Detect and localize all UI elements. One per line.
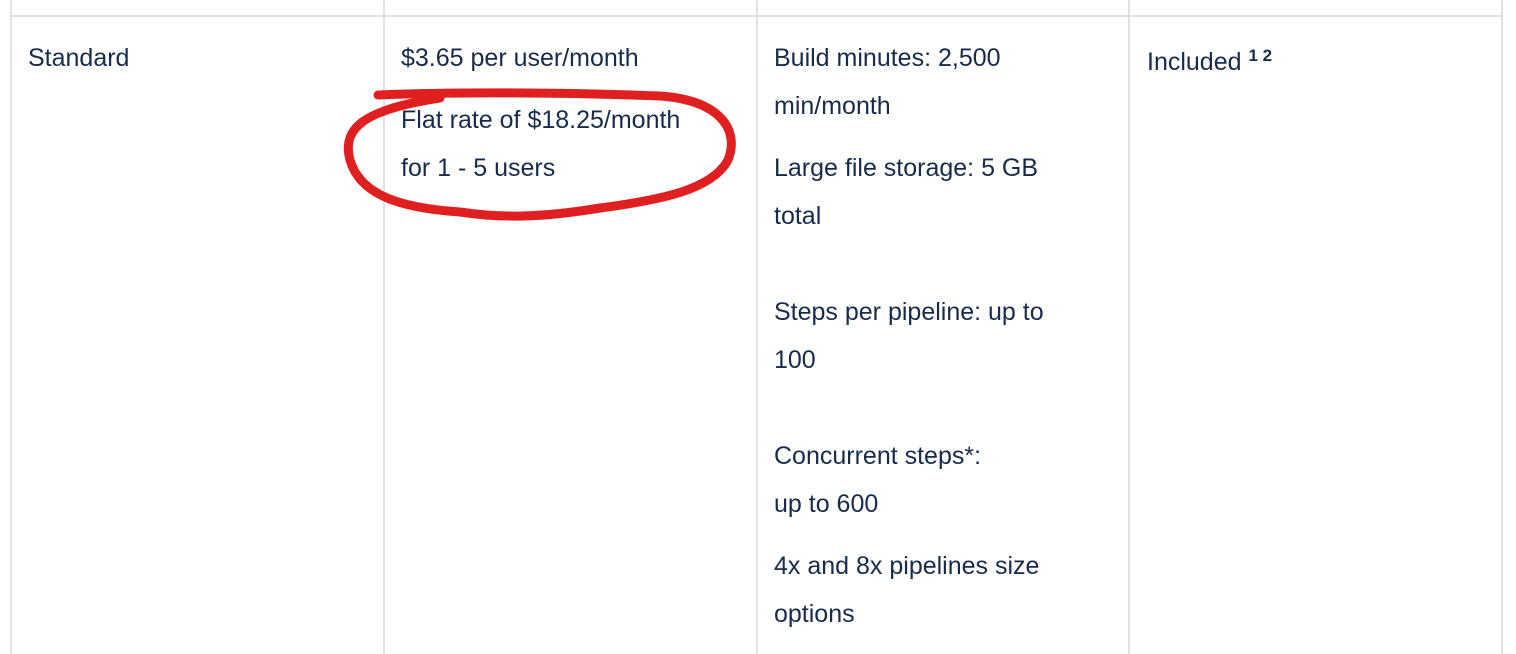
steps-per-pipeline: Steps per pipeline: up to xyxy=(774,298,1044,326)
support-included: Included xyxy=(1147,48,1242,76)
features-cell: Build minutes: 2,500 min/month Large fil… xyxy=(774,34,1044,638)
pipeline-sizes: 4x and 8x pipelines size xyxy=(774,552,1040,580)
concurrent-steps: Concurrent steps*: xyxy=(774,442,982,470)
footnote-links[interactable]: 1 2 xyxy=(1248,46,1273,65)
flat-rate-line-2: for 1 - 5 users xyxy=(401,154,556,182)
build-minutes: Build minutes: 2,500 xyxy=(774,44,1001,72)
price-cell: $3.65 per user/month Flat rate of $18.25… xyxy=(401,34,680,192)
plan-name: Standard xyxy=(28,44,130,72)
flat-rate-line-1: Flat rate of $18.25/month xyxy=(401,106,681,134)
price-per-user: $3.65 per user/month xyxy=(401,44,639,72)
plan-cell: Standard xyxy=(28,34,129,82)
column-divider xyxy=(10,0,12,654)
concurrent-steps-cont: up to 600 xyxy=(774,490,879,518)
pipeline-sizes-cont: options xyxy=(774,600,855,628)
file-storage-cont: total xyxy=(774,202,822,230)
file-storage: Large file storage: 5 GB xyxy=(774,154,1039,182)
support-cell: Included 1 2 xyxy=(1147,38,1272,86)
steps-per-pipeline-cont: 100 xyxy=(774,346,816,374)
column-divider xyxy=(383,0,385,654)
build-minutes-cont: min/month xyxy=(774,92,891,120)
column-divider xyxy=(756,0,758,654)
column-divider xyxy=(1128,0,1130,654)
column-divider xyxy=(1501,0,1503,654)
